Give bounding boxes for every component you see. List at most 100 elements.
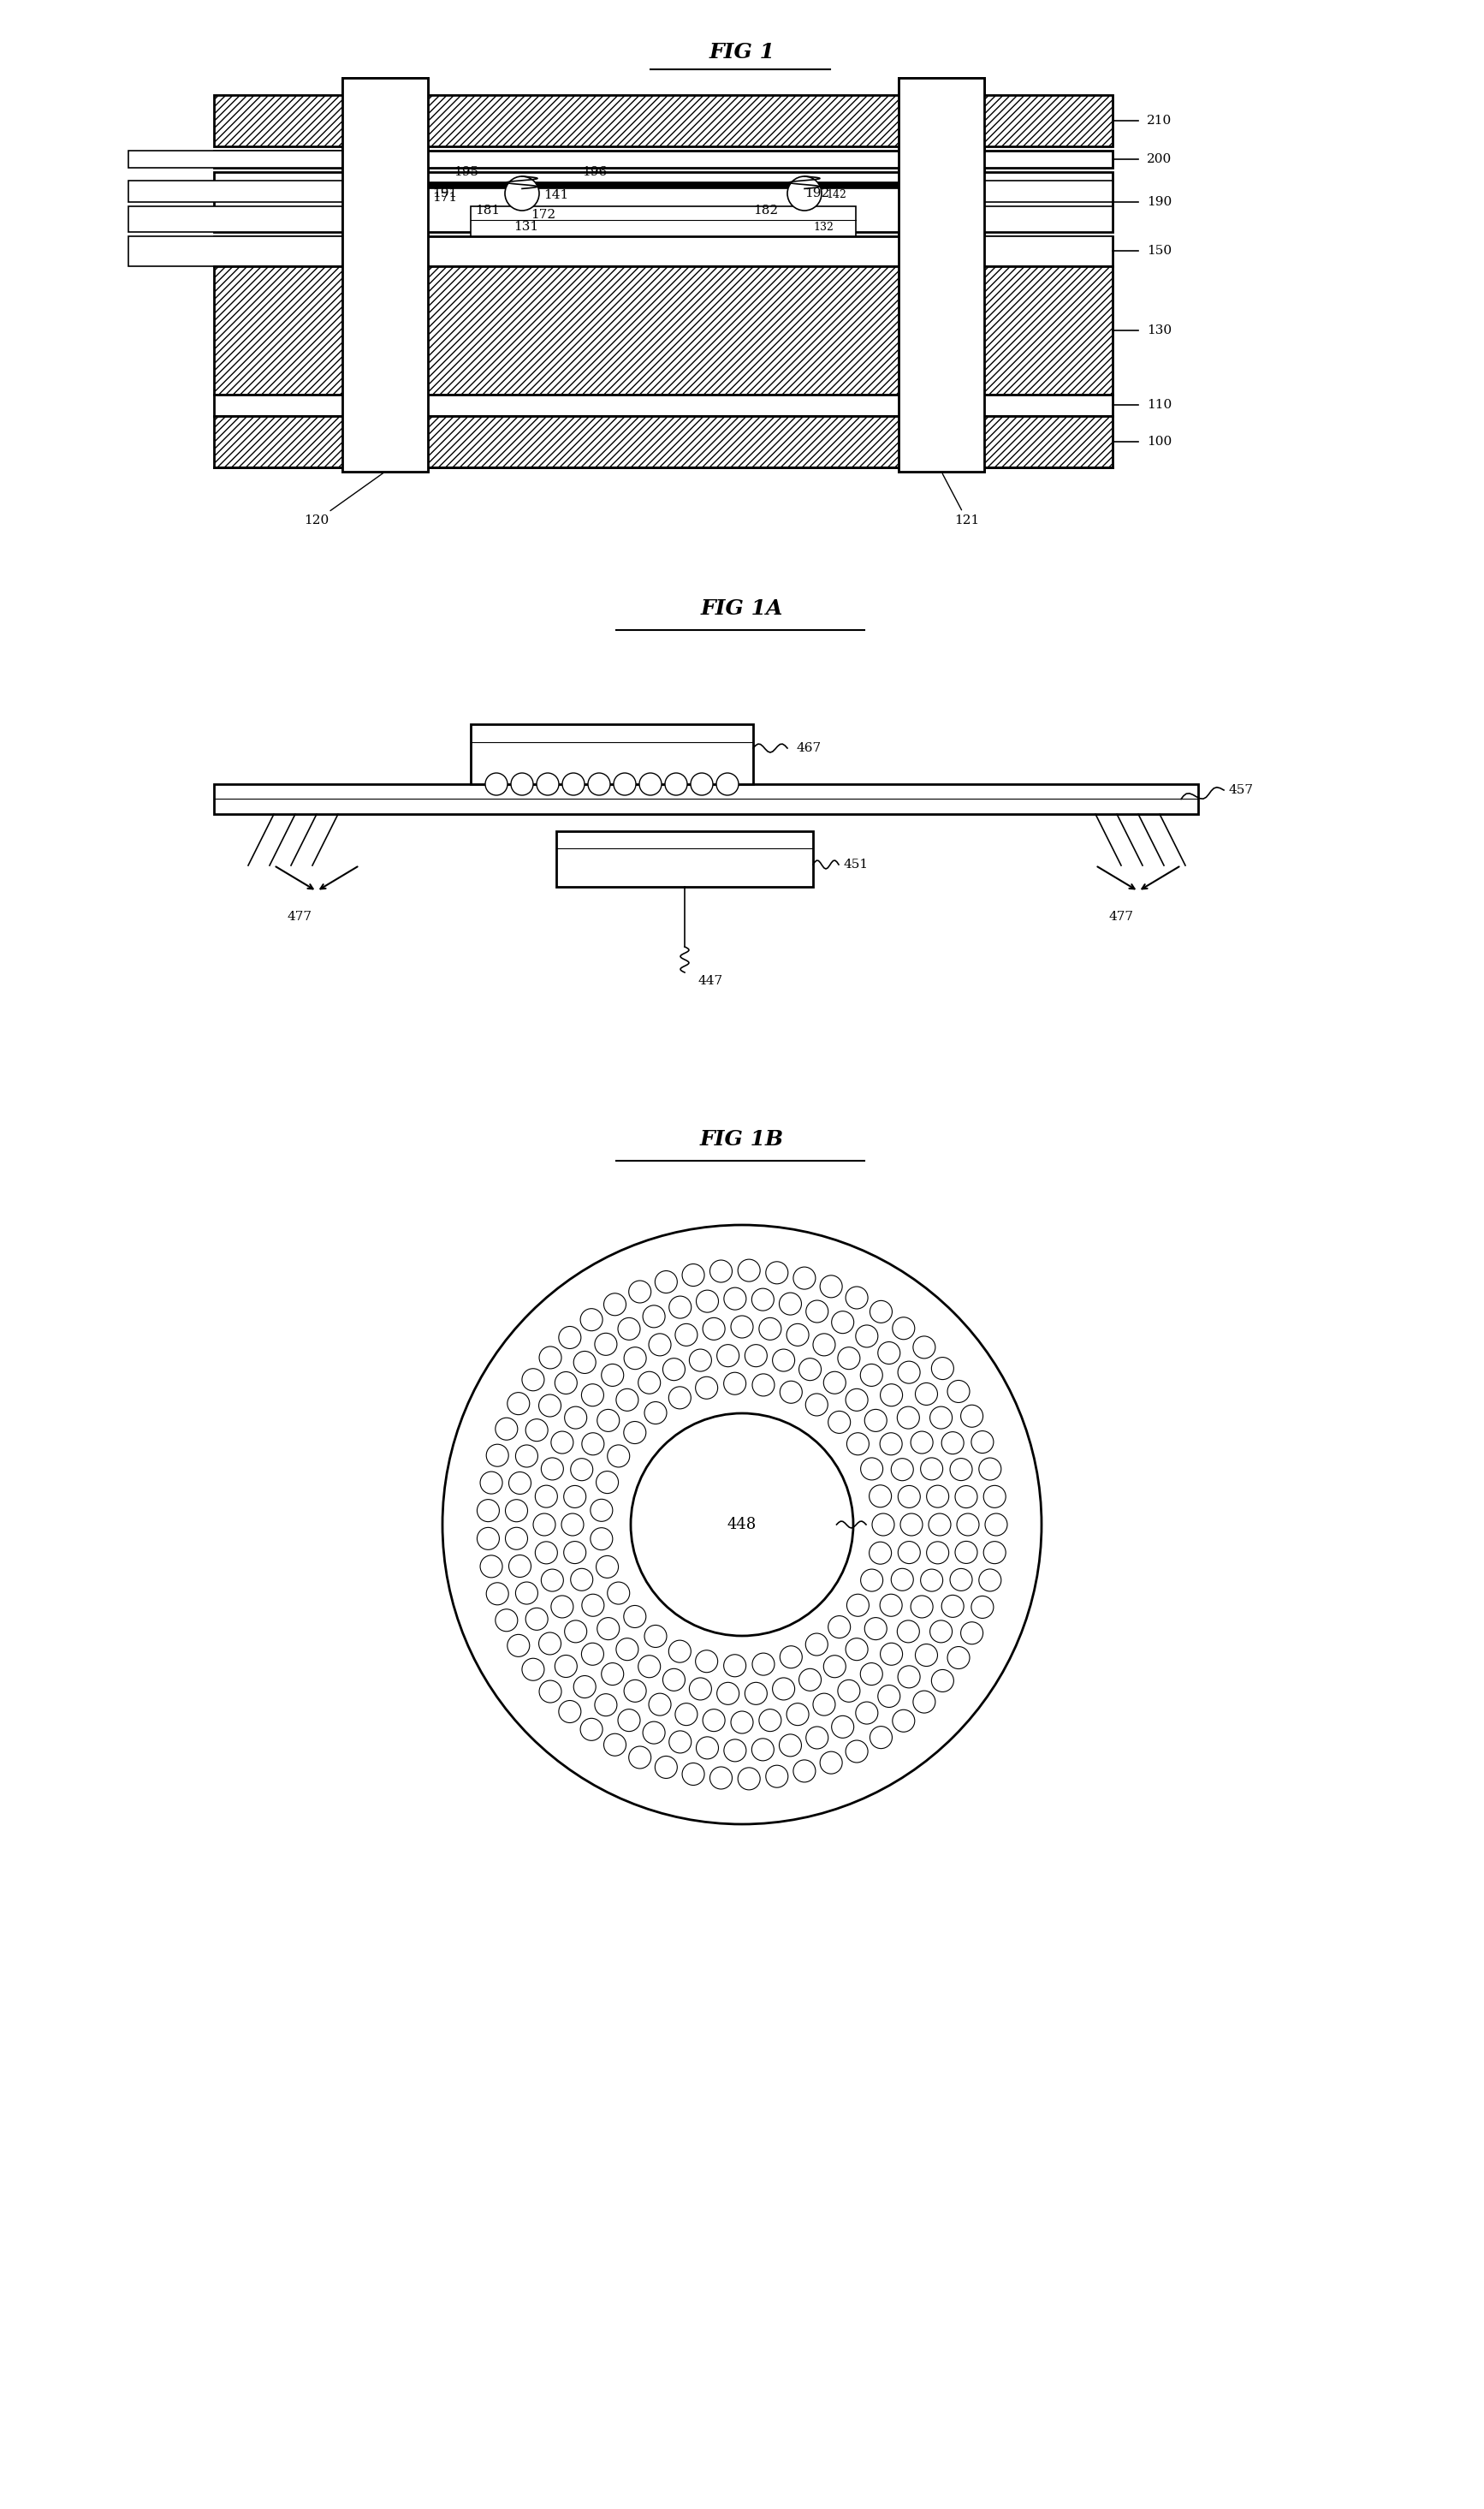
Circle shape [644, 1403, 666, 1425]
Circle shape [564, 1541, 586, 1563]
Circle shape [481, 1473, 503, 1493]
Circle shape [892, 1709, 914, 1731]
Circle shape [683, 1764, 705, 1786]
Circle shape [865, 1410, 887, 1433]
Circle shape [644, 1626, 666, 1648]
Circle shape [613, 773, 635, 795]
Circle shape [689, 1350, 711, 1372]
Circle shape [984, 1485, 1006, 1508]
Text: 121: 121 [942, 474, 979, 527]
Circle shape [892, 1568, 913, 1591]
Bar [343, 78, 427, 472]
Circle shape [787, 1325, 809, 1345]
Circle shape [597, 1556, 619, 1578]
Circle shape [555, 1372, 577, 1395]
Circle shape [732, 1315, 752, 1337]
Circle shape [562, 773, 585, 795]
Circle shape [956, 1541, 978, 1563]
Circle shape [539, 1395, 561, 1418]
Circle shape [696, 1651, 718, 1674]
Circle shape [595, 1332, 617, 1355]
Circle shape [476, 1500, 499, 1520]
Circle shape [591, 1528, 613, 1551]
Text: FIG 1: FIG 1 [709, 43, 775, 63]
Text: 130: 130 [1147, 324, 1172, 336]
Bar [214, 95, 1113, 146]
Bar [129, 151, 343, 168]
Bar [214, 151, 1113, 168]
Circle shape [920, 1568, 942, 1591]
Circle shape [607, 1583, 629, 1603]
Circle shape [669, 1297, 692, 1317]
Circle shape [781, 1380, 803, 1403]
Circle shape [798, 1357, 821, 1380]
Circle shape [846, 1287, 868, 1310]
Circle shape [551, 1430, 573, 1453]
Circle shape [510, 773, 533, 795]
Circle shape [669, 1641, 692, 1663]
Circle shape [539, 1347, 561, 1370]
Bar [899, 78, 984, 472]
Circle shape [781, 1646, 803, 1668]
Circle shape [831, 1312, 853, 1332]
Circle shape [929, 1513, 951, 1536]
Circle shape [601, 1663, 623, 1686]
Circle shape [861, 1663, 883, 1686]
Circle shape [515, 1583, 537, 1603]
Text: 120: 120 [304, 474, 383, 527]
Circle shape [913, 1337, 935, 1357]
Circle shape [629, 1280, 651, 1302]
Circle shape [580, 1310, 603, 1330]
Circle shape [669, 1387, 692, 1410]
Circle shape [574, 1352, 597, 1372]
Circle shape [913, 1691, 935, 1714]
Circle shape [696, 1377, 718, 1400]
Bar [470, 725, 752, 785]
Circle shape [564, 1621, 586, 1643]
Circle shape [984, 1541, 1006, 1563]
Circle shape [787, 1704, 809, 1726]
Circle shape [709, 1766, 732, 1789]
Circle shape [870, 1543, 892, 1563]
Circle shape [824, 1656, 846, 1679]
Circle shape [703, 1709, 726, 1731]
Circle shape [601, 1365, 623, 1387]
Circle shape [773, 1679, 795, 1701]
Bar [214, 785, 1198, 813]
Circle shape [663, 1357, 686, 1380]
Bar [129, 206, 343, 231]
Bar [984, 206, 1113, 231]
Circle shape [898, 1541, 920, 1563]
Circle shape [623, 1347, 646, 1370]
Circle shape [654, 1270, 677, 1292]
Circle shape [629, 1746, 651, 1769]
Text: 200: 200 [1147, 153, 1172, 166]
Circle shape [654, 1756, 677, 1779]
Circle shape [506, 1528, 528, 1551]
Circle shape [683, 1265, 705, 1287]
Circle shape [623, 1606, 646, 1628]
Circle shape [847, 1593, 870, 1616]
Circle shape [539, 1633, 561, 1653]
Circle shape [879, 1342, 901, 1365]
Circle shape [752, 1375, 775, 1395]
Circle shape [675, 1704, 697, 1726]
Circle shape [617, 1709, 640, 1731]
Circle shape [752, 1290, 775, 1310]
Bar [214, 266, 1113, 394]
Circle shape [932, 1357, 954, 1380]
Circle shape [558, 1701, 580, 1724]
Bar [899, 78, 984, 472]
Circle shape [506, 1500, 528, 1523]
Circle shape [591, 1500, 613, 1520]
Text: 141: 141 [543, 188, 568, 201]
Circle shape [950, 1568, 972, 1591]
Text: 448: 448 [727, 1518, 757, 1533]
Circle shape [724, 1739, 746, 1761]
Circle shape [597, 1618, 619, 1641]
Circle shape [595, 1694, 617, 1716]
Circle shape [508, 1633, 530, 1656]
Circle shape [779, 1292, 801, 1315]
Bar [470, 206, 856, 236]
Circle shape [533, 1513, 555, 1536]
